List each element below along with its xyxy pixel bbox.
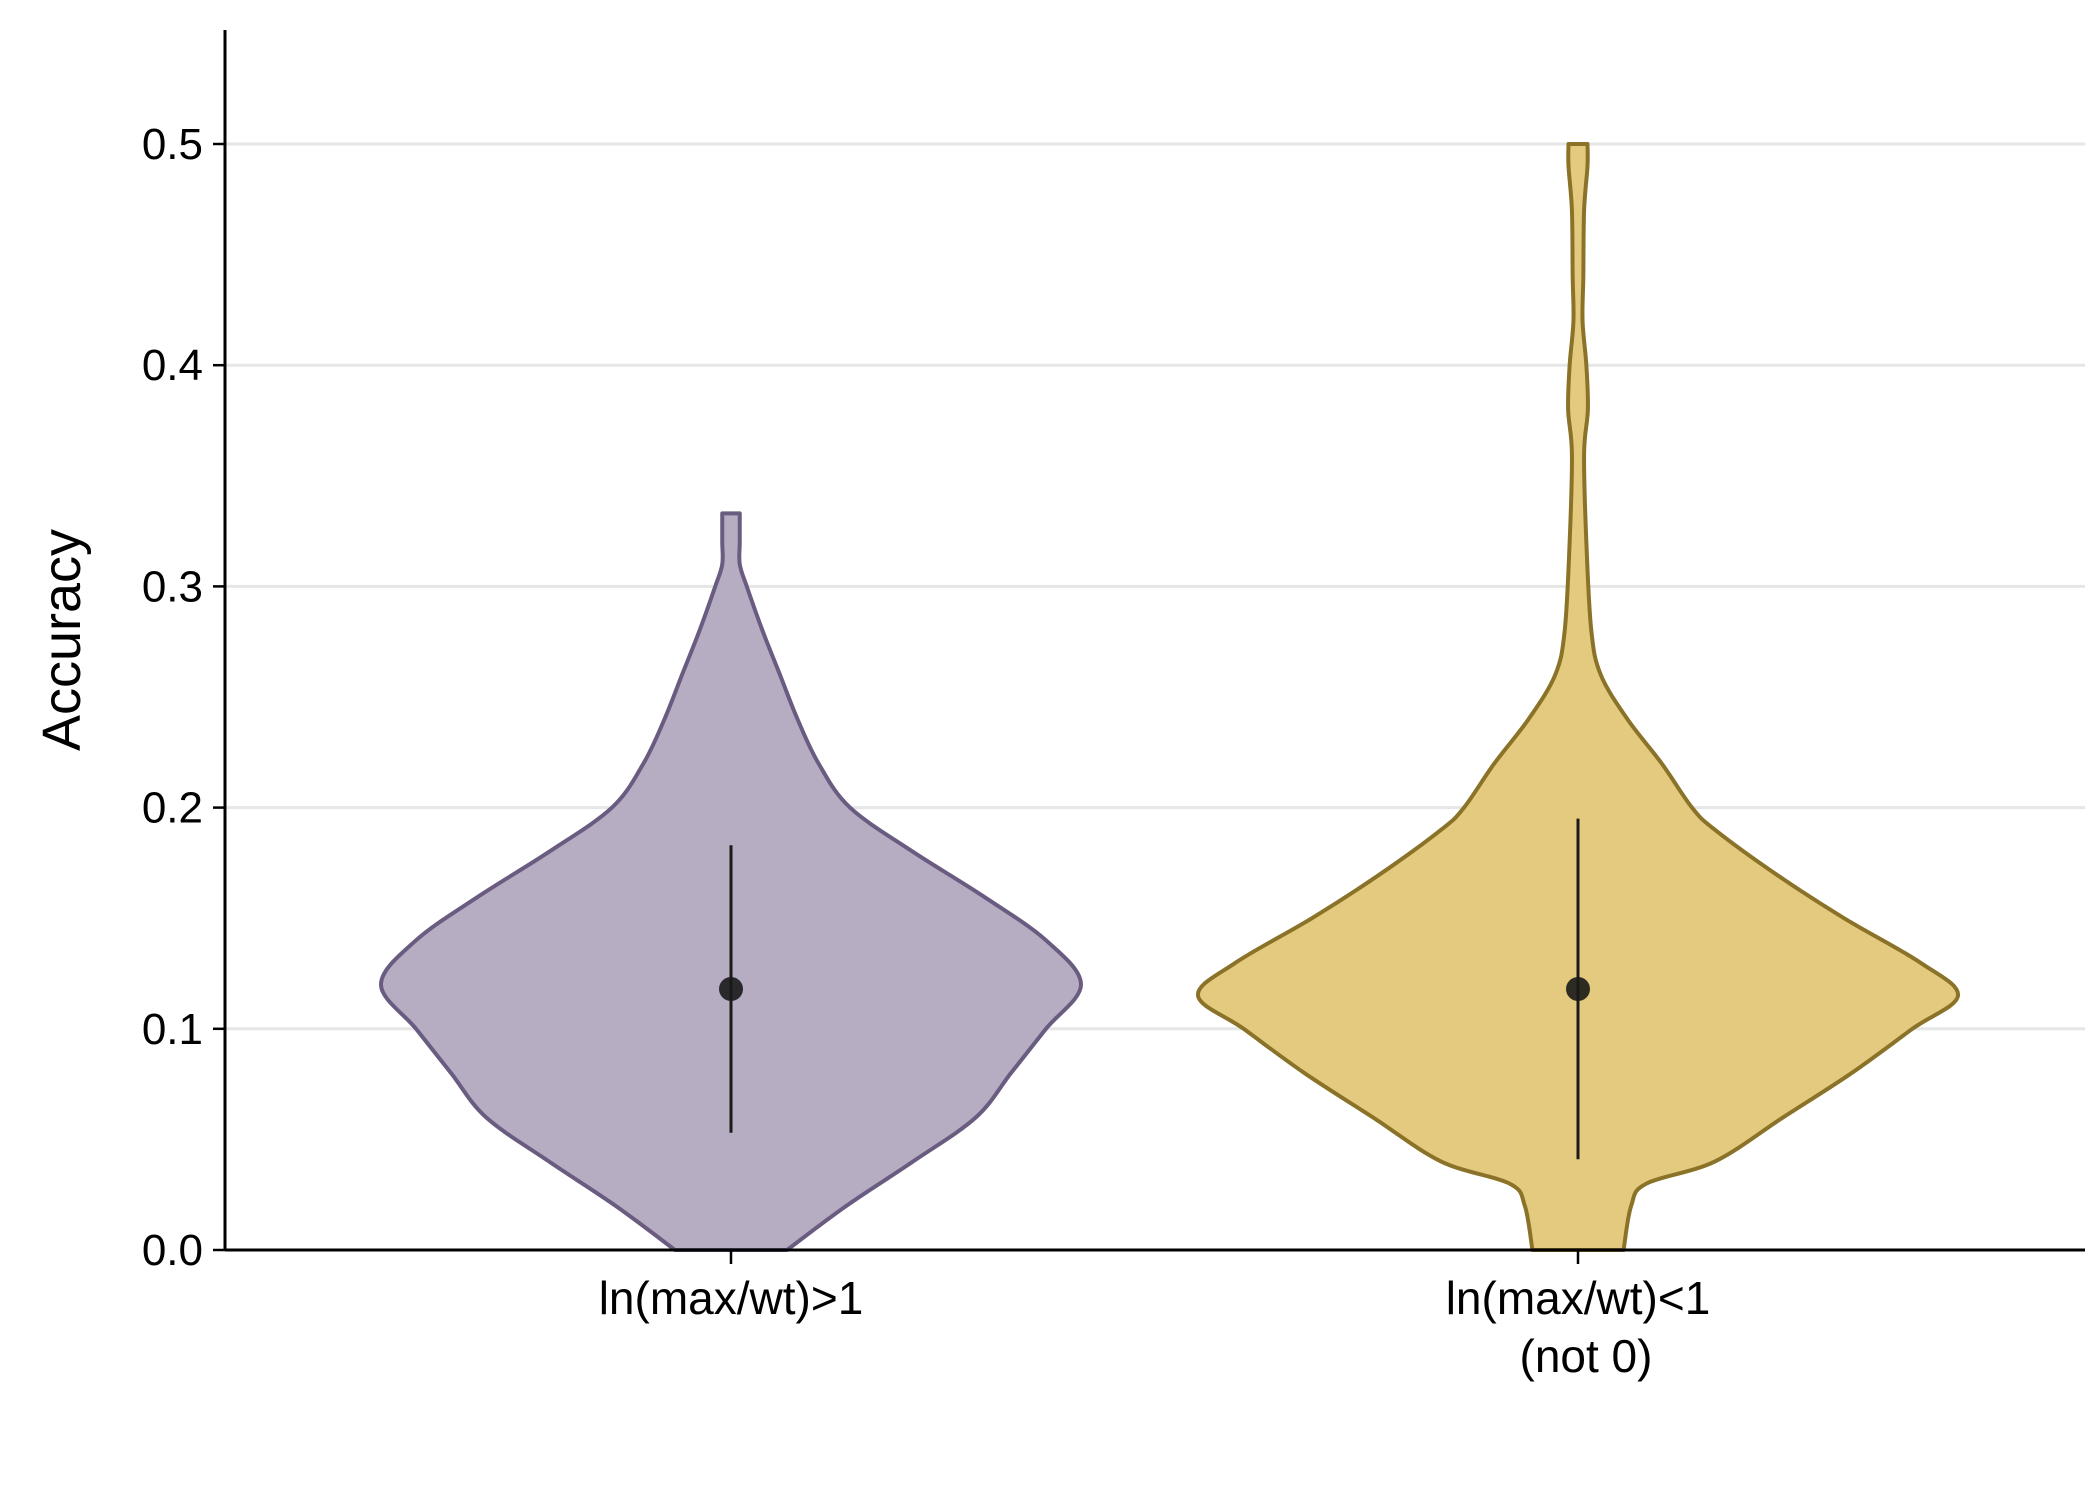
summary-marks — [719, 818, 1590, 1160]
median-point — [1566, 976, 1590, 1001]
y-tick-label: 0.4 — [142, 341, 203, 390]
axes: 0.0 0.1 0.2 0.3 0.4 0.5 ln(max/wt)>1 ln(max/wt)… — [142, 30, 2085, 1382]
y-tick-label: 0.0 — [142, 1226, 203, 1275]
y-axis-title: Accuracy — [32, 529, 92, 751]
median-point — [719, 976, 743, 1001]
y-tick-label: 0.2 — [142, 784, 203, 833]
x-category-label: ln(max/wt)>1 — [599, 1272, 864, 1324]
y-tick-label: 0.3 — [142, 562, 203, 611]
violin-2 — [1196, 142, 1960, 1252]
y-tick-label: 0.1 — [142, 1005, 203, 1054]
y-tick-label: 0.5 — [142, 120, 203, 169]
violins — [379, 142, 1960, 1252]
x-category-label: (not 0) — [1520, 1330, 1653, 1382]
x-category-label: ln(max/wt)<1 — [1446, 1272, 1711, 1324]
